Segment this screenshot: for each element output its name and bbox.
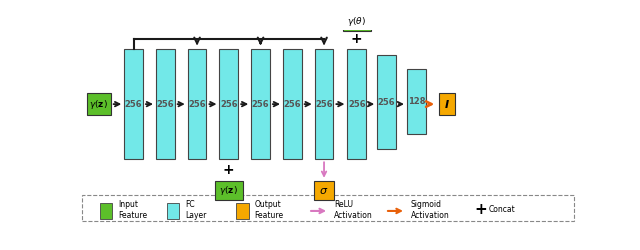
FancyBboxPatch shape: [156, 49, 175, 159]
Text: $\gamma(\theta)$: $\gamma(\theta)$: [348, 15, 366, 28]
FancyBboxPatch shape: [167, 203, 179, 219]
Text: 256: 256: [378, 98, 396, 107]
FancyBboxPatch shape: [251, 49, 270, 159]
FancyBboxPatch shape: [124, 49, 143, 159]
FancyBboxPatch shape: [220, 49, 238, 159]
Text: $\gamma(\mathbf{z})$: $\gamma(\mathbf{z})$: [90, 98, 108, 110]
FancyBboxPatch shape: [343, 12, 371, 31]
FancyBboxPatch shape: [283, 49, 301, 159]
FancyBboxPatch shape: [87, 93, 111, 115]
Text: Sigmoid
Activation: Sigmoid Activation: [411, 200, 449, 220]
Text: 256: 256: [348, 100, 365, 108]
Text: 256: 256: [220, 100, 237, 108]
FancyBboxPatch shape: [188, 49, 207, 159]
Text: Input
Feature: Input Feature: [118, 200, 147, 220]
FancyBboxPatch shape: [236, 203, 249, 219]
Text: 256: 256: [157, 100, 174, 108]
FancyBboxPatch shape: [100, 203, 112, 219]
Text: 256: 256: [188, 100, 206, 108]
Text: 256: 256: [316, 100, 333, 108]
FancyBboxPatch shape: [377, 55, 396, 149]
FancyBboxPatch shape: [314, 181, 334, 200]
Text: $\sigma$: $\sigma$: [319, 186, 329, 196]
Text: +: +: [223, 162, 235, 176]
Text: Concat: Concat: [488, 206, 515, 214]
Text: FC
Layer: FC Layer: [185, 200, 207, 220]
Text: +: +: [351, 32, 363, 46]
Text: 256: 256: [252, 100, 269, 108]
Text: 128: 128: [408, 97, 425, 106]
Text: 256: 256: [125, 100, 142, 108]
FancyBboxPatch shape: [315, 49, 333, 159]
Text: Output
Feature: Output Feature: [255, 200, 284, 220]
Text: 256: 256: [284, 100, 301, 108]
FancyBboxPatch shape: [439, 93, 455, 115]
FancyBboxPatch shape: [215, 181, 243, 200]
Text: $\boldsymbol{I}$: $\boldsymbol{I}$: [444, 98, 450, 110]
Text: +: +: [474, 202, 486, 218]
Text: ReLU
Activation: ReLU Activation: [334, 200, 372, 220]
FancyBboxPatch shape: [407, 68, 426, 134]
FancyBboxPatch shape: [348, 49, 366, 159]
Text: $\gamma(\mathbf{z})$: $\gamma(\mathbf{z})$: [220, 184, 238, 197]
